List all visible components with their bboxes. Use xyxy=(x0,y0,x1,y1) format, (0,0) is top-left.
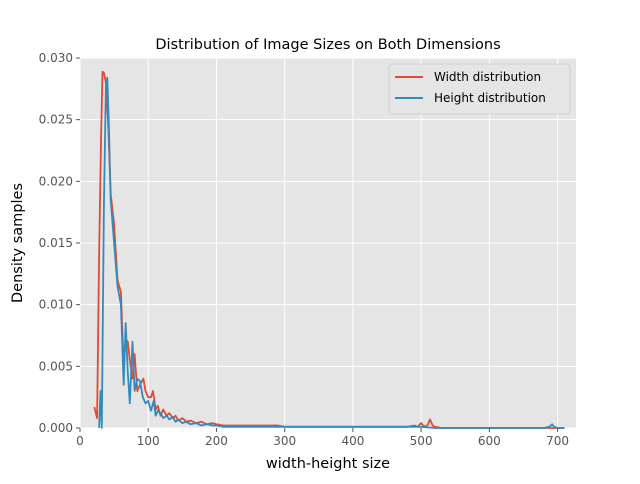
legend: Width distribution Height distribution xyxy=(388,63,571,115)
y-tick-label: 0.030 xyxy=(39,51,73,65)
x-axis-label: width-height size xyxy=(266,456,390,472)
y-axis-ticks: 0.000 0.005 0.010 0.015 0.020 0.025 0.030 xyxy=(39,51,80,435)
y-tick-label: 0.010 xyxy=(39,298,73,312)
x-tick-label: 700 xyxy=(546,434,569,448)
x-tick-label: 0 xyxy=(76,434,84,448)
legend-label-height: Height distribution xyxy=(434,91,546,105)
grid-lines xyxy=(79,57,576,429)
chart-title: Distribution of Image Sizes on Both Dime… xyxy=(155,37,500,53)
y-tick-label: 0.020 xyxy=(39,174,73,188)
y-axis-label: Density samples xyxy=(10,183,26,303)
x-tick-label: 100 xyxy=(137,434,160,448)
y-tick-label: 0.000 xyxy=(39,421,73,435)
x-tick-label: 300 xyxy=(273,434,296,448)
y-tick-label: 0.005 xyxy=(39,359,73,373)
y-tick-label: 0.015 xyxy=(39,236,73,250)
legend-label-width: Width distribution xyxy=(434,70,541,84)
x-axis-ticks: 0 100 200 300 400 500 600 700 xyxy=(76,428,569,448)
x-tick-label: 600 xyxy=(478,434,501,448)
height-distribution-line xyxy=(98,76,565,429)
x-tick-label: 500 xyxy=(410,434,433,448)
legend-box xyxy=(388,63,571,115)
x-tick-label: 400 xyxy=(341,434,364,448)
x-tick-label: 200 xyxy=(205,434,228,448)
y-tick-label: 0.025 xyxy=(39,113,73,127)
series-lines xyxy=(93,70,565,429)
